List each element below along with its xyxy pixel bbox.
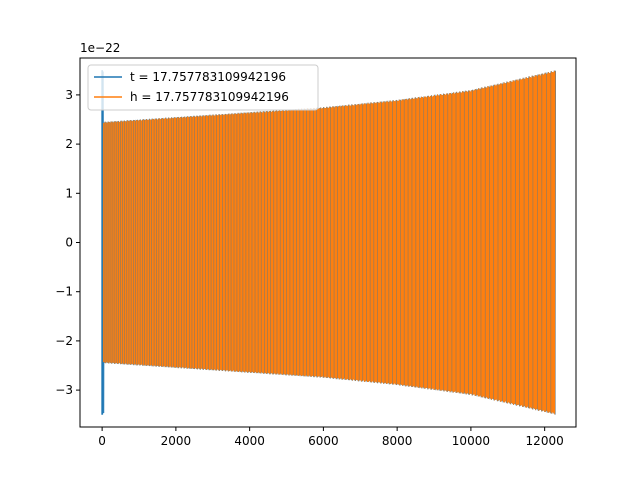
legend: t = 17.757783109942196 h = 17.7577831099…	[87, 64, 319, 111]
y-axis: −3 −2 −1 0 1 2 3	[55, 88, 80, 397]
y-tick-label: −1	[55, 285, 73, 299]
series-band-1	[102, 72, 556, 413]
legend-label-series-h: h = 17.757783109942196	[130, 90, 289, 104]
x-tick-label: 0	[98, 434, 106, 448]
legend-label-series-t: t = 17.757783109942196	[130, 70, 286, 84]
y-tick-label: 1	[65, 186, 73, 200]
y-offset-text: 1e−22	[80, 41, 120, 55]
x-axis: 0 2000 4000 6000 8000 10000 12000	[98, 427, 564, 448]
series-streaks-0	[101, 70, 556, 415]
series-line-1	[101, 70, 556, 415]
x-tick-label: 10000	[452, 434, 490, 448]
x-tick-label: 8000	[382, 434, 413, 448]
series-path-1	[101, 70, 556, 415]
y-tick-label: 0	[65, 236, 73, 250]
x-tick-label: 4000	[234, 434, 265, 448]
y-tick-label: 2	[65, 137, 73, 151]
x-tick-label: 12000	[526, 434, 564, 448]
x-tick-label: 6000	[308, 434, 339, 448]
x-tick-label: 2000	[161, 434, 192, 448]
y-tick-label: −3	[55, 383, 73, 397]
y-tick-label: −2	[55, 334, 73, 348]
legend-box	[87, 64, 319, 111]
y-tick-label: 3	[65, 88, 73, 102]
plot-content	[101, 70, 556, 415]
